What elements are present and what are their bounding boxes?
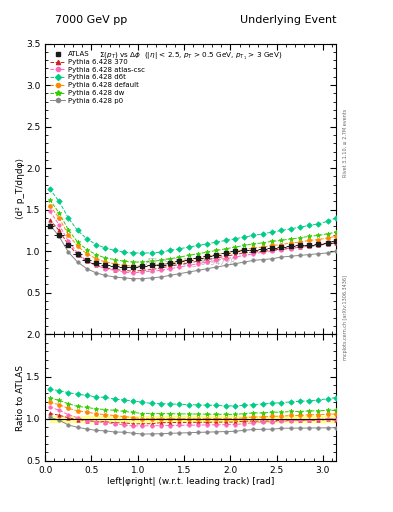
- Text: ATLAS_2010_S8894728: ATLAS_2010_S8894728: [145, 257, 236, 266]
- Text: Underlying Event: Underlying Event: [239, 14, 336, 25]
- X-axis label: left|φright| (w.r.t. leading track) [rad]: left|φright| (w.r.t. leading track) [rad…: [107, 477, 274, 486]
- Legend: ATLAS, Pythia 6.428 370, Pythia 6.428 atlas-csc, Pythia 6.428 d6t, Pythia 6.428 : ATLAS, Pythia 6.428 370, Pythia 6.428 at…: [49, 50, 147, 105]
- Text: 7000 GeV pp: 7000 GeV pp: [55, 14, 127, 25]
- Text: $\Sigma(p_T)$ vs $\Delta\phi$  ($|\eta|$ < 2.5, $p_T$ > 0.5 GeV, $p_{T_1}$ > 3 G: $\Sigma(p_T)$ vs $\Delta\phi$ ($|\eta|$ …: [99, 51, 282, 62]
- Text: Rivet 3.1.10, ≥ 2.7M events: Rivet 3.1.10, ≥ 2.7M events: [343, 109, 348, 178]
- Text: mcplots.cern.ch [arXiv:1306.3436]: mcplots.cern.ch [arXiv:1306.3436]: [343, 275, 348, 360]
- Y-axis label: ⟨d² p_T/dηdφ⟩: ⟨d² p_T/dηdφ⟩: [16, 158, 25, 220]
- Y-axis label: Ratio to ATLAS: Ratio to ATLAS: [16, 365, 25, 431]
